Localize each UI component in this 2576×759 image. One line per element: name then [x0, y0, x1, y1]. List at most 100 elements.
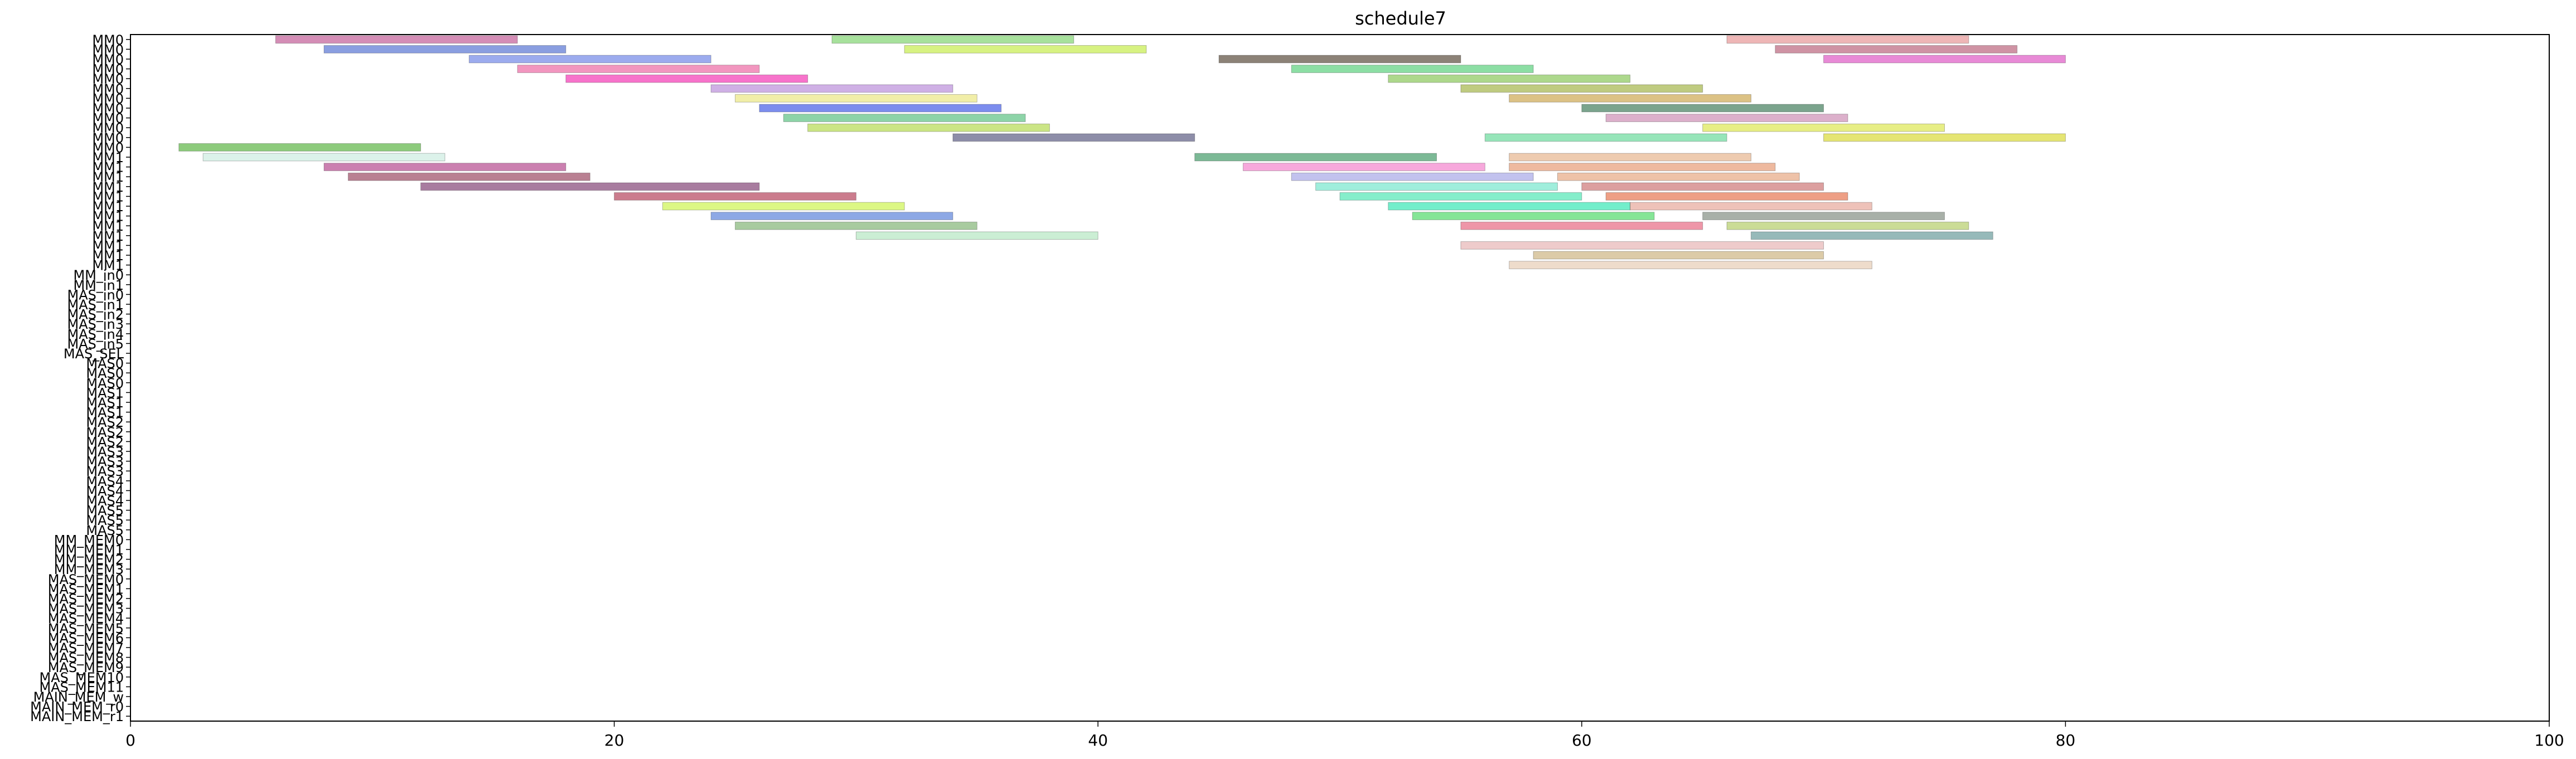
chart-title: schedule7: [1355, 8, 1446, 29]
y-tick-label: MM1: [92, 248, 124, 264]
x-tick-label: 80: [2056, 731, 2076, 750]
task-bar: [783, 114, 1026, 122]
task-bar: [1315, 182, 1558, 191]
y-tick-label: MM0: [92, 91, 124, 106]
bars-layer: [178, 35, 2066, 269]
y-tick-label: MM0: [92, 52, 124, 67]
task-bar: [1823, 133, 2066, 142]
y-tick-label: MAIN_MEM_r0: [30, 699, 124, 715]
y-tick-label: MAS5: [86, 503, 124, 519]
task-bar: [1581, 104, 1824, 113]
task-bar: [1726, 221, 1969, 230]
task-bar: [202, 153, 446, 162]
y-tick-label: MM0: [92, 42, 124, 57]
y-tick-label: MM0: [92, 120, 124, 136]
task-bar: [1750, 231, 1993, 240]
y-tick-label: MAS3: [86, 454, 124, 470]
task-bar: [323, 163, 566, 171]
task-bar: [952, 133, 1195, 142]
task-bar: [904, 45, 1147, 53]
task-bar: [1509, 153, 1751, 162]
x-tick-label: 100: [2534, 731, 2564, 750]
task-bar: [323, 45, 566, 53]
y-tick-label: MM1: [92, 189, 124, 205]
task-bar: [1339, 192, 1582, 201]
task-bar: [1388, 202, 1631, 211]
x-tick-label: 40: [1088, 731, 1108, 750]
y-tick-label: MAS5: [86, 523, 124, 538]
y-tick-label: MM0: [92, 81, 124, 97]
task-bar: [831, 35, 1074, 44]
y-tick-label: MM0: [92, 32, 124, 48]
task-bar: [662, 202, 905, 211]
y-tick-label: MAS_in0: [67, 287, 124, 303]
y-tick-label: MM0: [92, 140, 124, 155]
y-tick-label: MM0: [92, 71, 124, 87]
task-bar: [1291, 65, 1534, 73]
task-bar: [1460, 241, 1824, 250]
y-tick-label: MAS_in1: [67, 297, 124, 313]
y-tick-label: MM1: [92, 228, 124, 244]
task-bar: [614, 192, 856, 201]
y-tick-label: MM1: [92, 160, 124, 176]
y-tick-label: MAIN_MEM_r1: [30, 709, 124, 724]
y-tick-label: MAS4: [86, 483, 124, 499]
y-tick-label: MAS_MEM3: [48, 601, 124, 617]
x-tick-label: 60: [1572, 731, 1592, 750]
y-tick-label: MAS_MEM8: [48, 650, 124, 666]
task-bar: [1509, 163, 1776, 171]
task-bar: [420, 182, 760, 191]
y-tick-label: MM_in1: [73, 278, 124, 293]
y-tick-label: MAS5: [86, 513, 124, 528]
task-bar: [1605, 192, 1848, 201]
y-tick-label: MM_in0: [73, 267, 124, 283]
y-tick-label: MAS_MEM4: [48, 611, 124, 626]
y-tick-label: MAIN_MEM_w: [33, 689, 124, 705]
task-bar: [517, 65, 760, 73]
y-tick-label: MM_MEM1: [54, 542, 124, 558]
y-tick-label: MAS1: [86, 385, 124, 401]
task-bar: [1388, 74, 1631, 83]
task-bar: [1533, 251, 1824, 260]
task-bar: [807, 123, 1050, 132]
y-tick-label: MM0: [92, 111, 124, 126]
y-tick-label: MAS_MEM5: [48, 621, 124, 636]
y-tick-label: MAS_SEL: [64, 346, 124, 362]
y-tick-label: MM1: [92, 199, 124, 215]
y-tick-label: MAS_MEM10: [40, 670, 124, 685]
task-bar: [1218, 55, 1461, 64]
x-tick-label: 0: [125, 731, 135, 750]
y-tick-label: MM1: [92, 179, 124, 195]
y-tick-label: MM1: [92, 238, 124, 254]
task-bar: [710, 84, 953, 93]
y-tick-label: MM0: [92, 101, 124, 116]
y-tick-label: MAS3: [86, 464, 124, 479]
y-tick-label: MAS_in2: [67, 307, 124, 323]
y-tick-label: MAS_MEM2: [48, 591, 124, 607]
y-tick-label: MM1: [92, 169, 124, 185]
y-tick-label: MAS_MEM6: [48, 630, 124, 646]
y-tick-label: MM_MEM2: [54, 552, 124, 568]
y-tick-label: MM0: [92, 62, 124, 77]
y-tick-label: MM1: [92, 209, 124, 225]
task-bar: [1702, 212, 1945, 220]
task-bar: [1605, 114, 1848, 122]
task-bar: [1702, 123, 1945, 132]
task-bar: [1823, 55, 2066, 64]
task-bar: [1726, 35, 1969, 44]
task-bar: [735, 94, 977, 103]
task-bar: [565, 74, 808, 83]
y-tick-label: MAS_in5: [67, 336, 124, 352]
task-bar: [1460, 221, 1703, 230]
task-bar: [347, 172, 590, 181]
task-bar: [1775, 45, 2018, 53]
y-tick-label: MAS1: [86, 395, 124, 411]
task-bar: [1509, 261, 1872, 269]
y-tick-label: MM0: [92, 130, 124, 146]
y-tick-label: MAS_MEM1: [48, 581, 124, 597]
y-tick-label: MAS0: [86, 376, 124, 391]
y-tick-label: MM_MEM3: [54, 562, 124, 577]
